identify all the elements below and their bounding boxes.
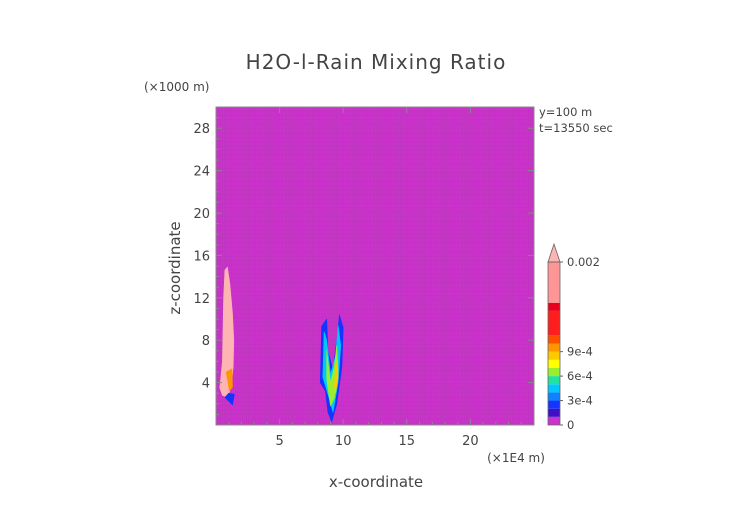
y-unit-label: (×1000 m) <box>144 80 209 94</box>
plot-area <box>215 106 535 426</box>
contour-regions <box>219 266 344 423</box>
x-tick-label: 5 <box>275 434 283 449</box>
y-axis-ticks: 4 8 12 16 20 24 28 <box>193 117 534 415</box>
x-unit-label: (×1E4 m) <box>487 451 545 465</box>
colorbar-band <box>548 302 560 311</box>
info-time-label: t=13550 sec <box>539 121 613 135</box>
y-tick-label: 20 <box>193 207 210 222</box>
colorbar-label: 6e-4 <box>567 369 593 383</box>
y-tick-label: 12 <box>193 292 210 307</box>
colorbar-over-arrow <box>547 242 561 263</box>
x-tick-label: 20 <box>462 434 479 449</box>
colorbar-band <box>548 400 560 409</box>
colorbar-band <box>548 359 560 368</box>
x-tick-label: 10 <box>335 434 352 449</box>
colorbar-band <box>548 416 560 425</box>
y-axis-title: z-coordinate <box>166 221 184 314</box>
x-axis-title: x-coordinate <box>329 473 423 491</box>
colorbar-band <box>548 335 560 344</box>
y-tick-label: 28 <box>193 122 210 137</box>
left-plume-base <box>224 392 235 406</box>
x-tick-label: 15 <box>399 434 416 449</box>
colorbar-band <box>548 310 560 336</box>
chart-title: H2O-l-Rain Mixing Ratio <box>246 50 507 74</box>
colorbar-band <box>548 262 560 303</box>
colorbar-label: 0 <box>567 418 574 432</box>
colorbar-band <box>548 392 560 401</box>
colorbar-band <box>548 408 560 417</box>
left-plume-edge <box>225 368 233 392</box>
colorbar-band <box>548 384 560 393</box>
y-tick-label: 16 <box>193 249 210 264</box>
colorbar-label: 9e-4 <box>567 345 593 359</box>
colorbar-band <box>548 367 560 377</box>
y-tick-label: 8 <box>202 334 210 349</box>
y-tick-label: 24 <box>193 165 210 180</box>
info-y-label: y=100 m <box>539 105 592 119</box>
colorbar-band <box>548 376 560 385</box>
colorbar: 0 3e-4 6e-4 9e-4 0.002 <box>547 242 600 432</box>
colorbar-frame <box>547 261 561 426</box>
y-tick-label: 4 <box>202 377 210 392</box>
colorbar-band <box>548 343 560 352</box>
colorbar-label: 3e-4 <box>567 394 593 408</box>
right-plume-core <box>333 361 339 394</box>
colorbar-label: 0.002 <box>567 255 600 269</box>
plot-background <box>216 107 534 425</box>
colorbar-band <box>548 351 560 360</box>
x-axis-ticks: 5 10 15 20 <box>228 107 522 449</box>
